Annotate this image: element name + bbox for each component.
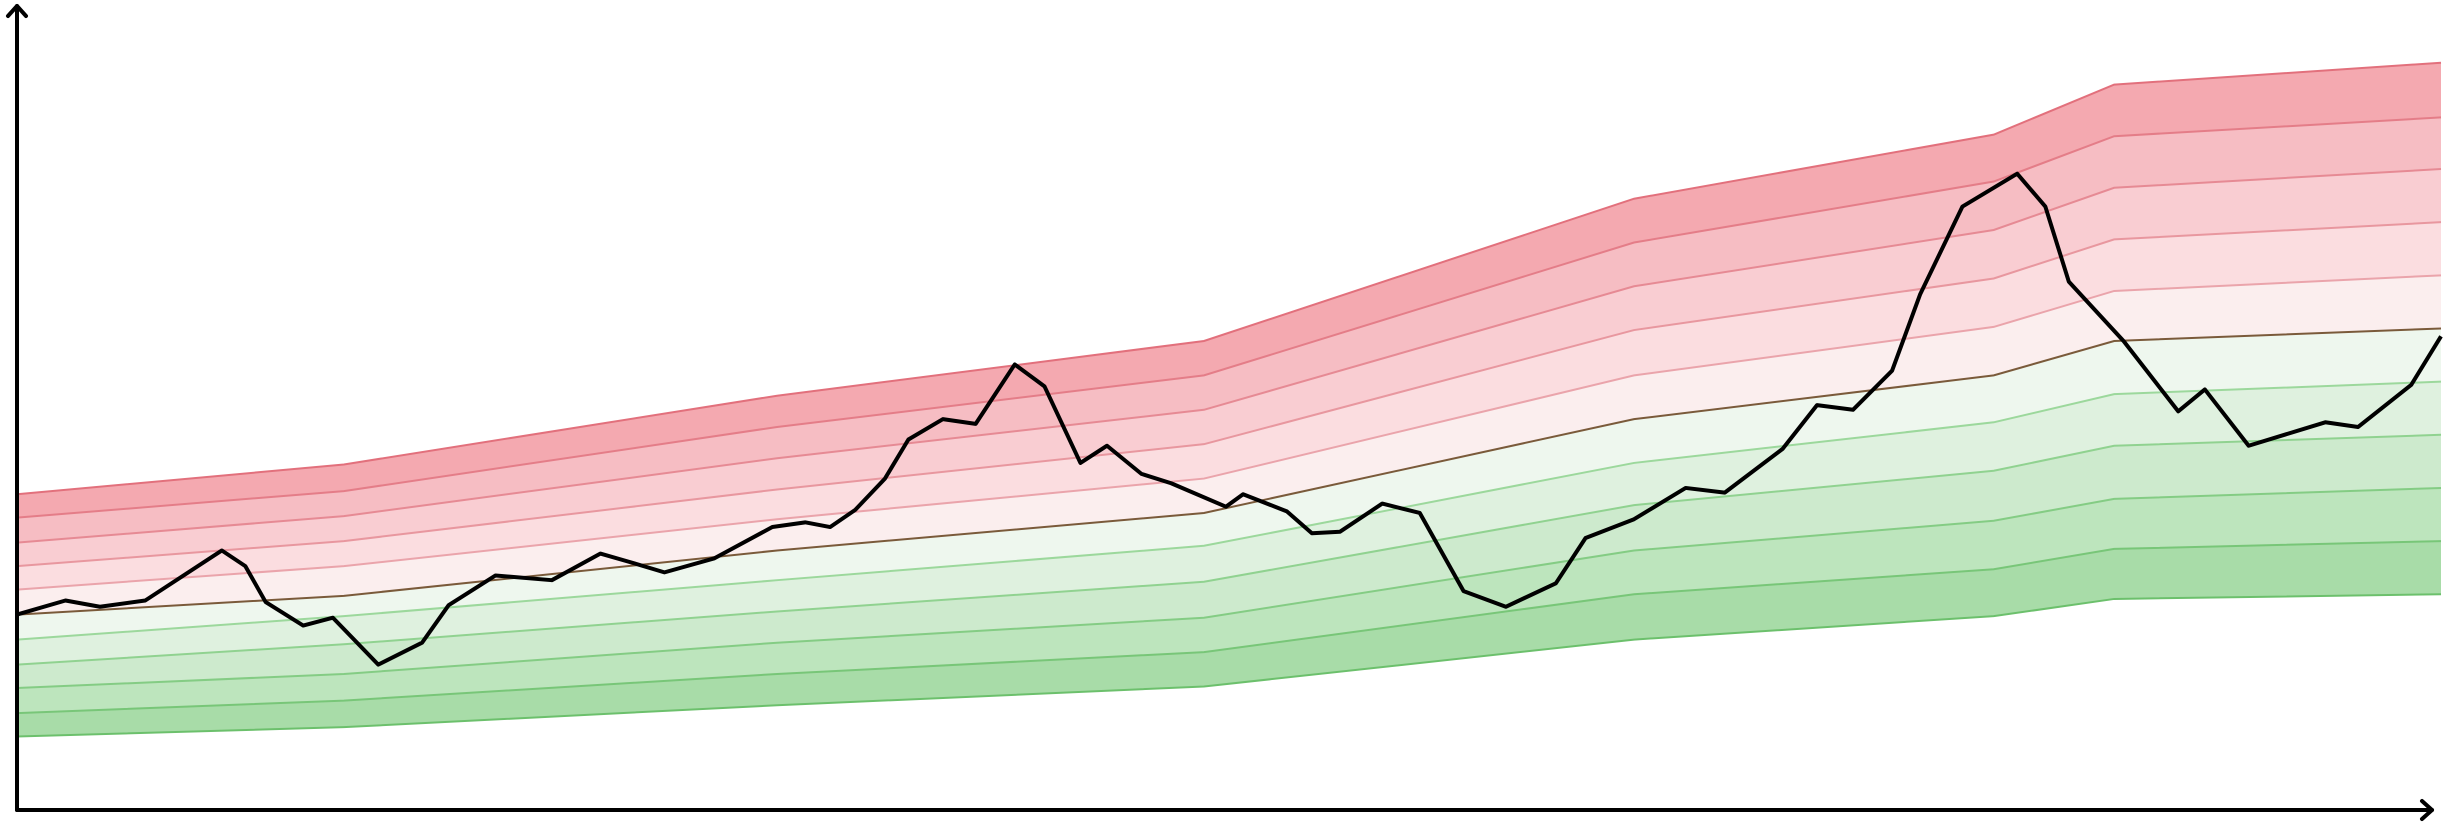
band <box>17 541 2441 737</box>
band-boundary <box>16 593 2442 738</box>
band-boundary <box>16 168 2442 544</box>
band <box>17 487 2441 714</box>
band-lines <box>16 61 2442 738</box>
band <box>17 62 2441 518</box>
band <box>17 275 2441 615</box>
main-line-group <box>16 171 2443 667</box>
band <box>17 117 2441 543</box>
band <box>17 434 2441 689</box>
band-boundary <box>16 116 2442 519</box>
band-boundary <box>16 61 2442 496</box>
y-axis-arrow <box>6 4 28 18</box>
band-boundary <box>16 327 2442 616</box>
main-line <box>16 171 2443 667</box>
band <box>17 169 2441 567</box>
band-boundary <box>16 380 2442 641</box>
band-boundary <box>16 221 2442 568</box>
band <box>17 222 2441 590</box>
band-boundary <box>16 486 2442 690</box>
band-boundary <box>16 274 2442 591</box>
band-boundary <box>16 433 2442 666</box>
bands <box>17 62 2441 737</box>
band-boundary <box>16 540 2442 715</box>
axes <box>6 4 2434 821</box>
x-axis-arrow <box>2420 799 2434 821</box>
